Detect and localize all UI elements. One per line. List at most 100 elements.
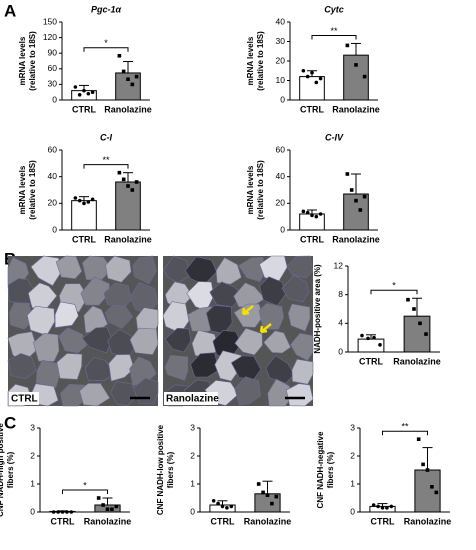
point [130, 188, 135, 192]
point [121, 69, 126, 74]
x-tick-label: Ranolazine [332, 234, 380, 244]
fiber [104, 305, 134, 329]
x-tick-label: CTRL [51, 516, 75, 526]
fiber [7, 353, 37, 379]
fiber [55, 255, 83, 279]
y-axis-label: mRNA levels [18, 36, 27, 85]
chart-title: Cytc [324, 4, 344, 14]
y-tick-label: 120 [43, 32, 57, 42]
y-tick-label: 1 [30, 478, 35, 488]
fiber [80, 276, 110, 306]
y-axis-label: (relative to 18S) [28, 31, 37, 91]
x-tick-label: CTRL [359, 356, 383, 366]
point [51, 510, 56, 514]
fiber [56, 353, 83, 380]
significance-bracket [62, 489, 108, 494]
x-tick-label: Ranolazine [404, 516, 452, 526]
point [265, 493, 270, 497]
label-bg [164, 392, 218, 405]
point [77, 198, 82, 203]
significance-bracket [311, 34, 357, 40]
y-axis-label: fibers (%) [166, 451, 175, 488]
y-tick-label: 90 [48, 47, 58, 57]
fiber [234, 376, 261, 406]
fiber [132, 255, 157, 285]
point [134, 74, 139, 79]
fiber [214, 350, 242, 382]
y-tick-label: 40 [48, 171, 58, 181]
point [110, 507, 114, 511]
y-axis-label: CNF NADH-high positive [0, 423, 5, 517]
point [314, 80, 319, 85]
fiber [286, 383, 314, 407]
y-tick-label: 40 [276, 16, 286, 26]
fiber [267, 378, 294, 407]
significance-label: ** [102, 155, 110, 165]
y-tick-label: 0 [52, 94, 57, 104]
y-tick-label: 60 [48, 144, 58, 154]
point [105, 507, 110, 511]
x-tick-label: Ranolazine [332, 104, 380, 114]
point [86, 91, 91, 96]
panel-letter: A [4, 1, 16, 20]
y-tick-label: 60 [48, 63, 58, 73]
point [77, 93, 82, 97]
y-tick-label: 0 [280, 224, 285, 234]
point [73, 85, 78, 89]
y-tick-label: 1 [190, 478, 195, 488]
x-tick-label: Ranolazine [104, 104, 152, 114]
y-tick-label: 0 [30, 506, 35, 516]
bar [115, 181, 141, 231]
y-tick-label: 4 [338, 318, 343, 328]
y-axis-label: mRNA levels [246, 165, 255, 214]
y-tick-label: 8 [338, 289, 343, 299]
x-tick-label: Ranolazine [393, 356, 441, 366]
chart-title: Pgc-1α [91, 4, 122, 14]
point [360, 333, 364, 338]
y-tick-label: 0 [190, 506, 195, 516]
arrow [241, 305, 254, 316]
point [82, 201, 86, 206]
fiber [33, 333, 60, 362]
y-tick-label: 12 [334, 260, 344, 270]
significance-bracket [370, 289, 418, 295]
significance-label: * [83, 480, 87, 490]
point [305, 74, 310, 79]
bar [343, 193, 369, 231]
significance-label: ** [330, 26, 338, 36]
y-tick-label: 2 [190, 450, 195, 460]
significance-bracket [382, 430, 428, 436]
y-tick-label: 60 [276, 144, 286, 154]
x-tick-label: Ranolazine [104, 234, 152, 244]
y-axis-label: CNF NADH-low positive [156, 424, 165, 515]
y-axis-label: NADH-positive area (%) [313, 264, 322, 354]
x-tick-label: Ranolazine [84, 516, 132, 526]
fiber [233, 303, 264, 328]
fiber [54, 301, 79, 328]
point [270, 501, 274, 506]
significance-bracket [83, 164, 129, 169]
y-tick-label: 0 [52, 224, 57, 234]
y-axis-label: (relative to 18S) [28, 160, 37, 220]
point [310, 70, 314, 75]
point [366, 336, 370, 341]
y-tick-label: 30 [276, 36, 286, 46]
point [225, 506, 229, 510]
point [354, 198, 358, 203]
point [101, 503, 105, 507]
y-axis-label: fibers (%) [6, 451, 15, 488]
y-tick-label: 20 [48, 198, 58, 208]
point [305, 210, 310, 215]
y-tick-label: 0 [350, 506, 355, 516]
fiber [129, 327, 159, 355]
fiber [84, 356, 115, 381]
point [376, 504, 380, 509]
point [211, 499, 216, 503]
fiber [30, 255, 63, 287]
point [389, 504, 394, 509]
point [86, 200, 91, 204]
fiber [263, 330, 291, 354]
point [345, 43, 350, 48]
point [65, 510, 69, 514]
point [434, 490, 439, 495]
